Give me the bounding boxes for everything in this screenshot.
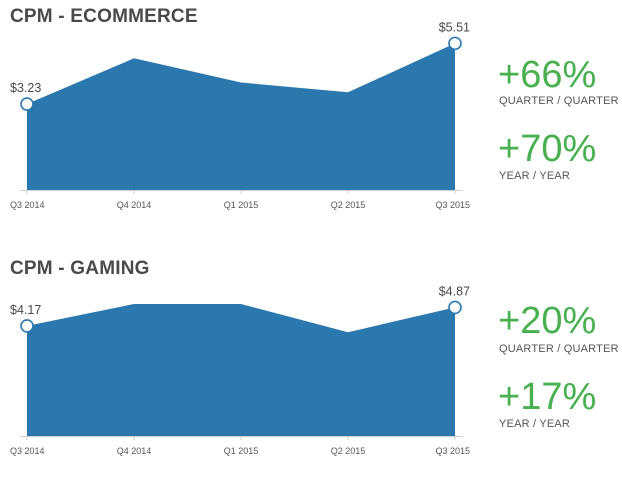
data-label: $3.23 [10,81,41,95]
chart-panel-gaming: CPM - GAMING Q3 2014 Q4 2014 Q1 2015 Q2 201… [0,252,622,491]
quarter-change-caption: QUARTER / QUARTER [499,343,619,355]
x-tick-label: Q3 2014 [10,446,45,456]
data-label: $4.17 [10,303,41,317]
data-point-marker [448,36,462,51]
data-point-marker [20,319,34,333]
chart-title: CPM - ECOMMERCE [10,6,198,27]
year-change-value: +17% [498,376,597,418]
area-chart-gaming: Q3 2014 Q4 2014 Q1 2015 Q2 2015 Q3 2015 $4.17… [10,284,470,456]
x-tick-label: Q4 2014 [117,200,152,210]
x-tick-label: Q3 2015 [435,446,470,456]
data-label: $4.87 [439,284,470,298]
area-chart-ecommerce: Q3 2014 Q4 2014 Q1 2015 Q2 2015 Q3 2015 $3.23… [10,20,470,210]
quarter-change-value: +66% [498,54,597,96]
data-point-marker [448,300,462,315]
chart-title: CPM - GAMING [10,258,150,279]
x-tick-label: Q2 2015 [331,446,366,456]
x-tick-label: Q1 2015 [224,446,259,456]
x-tick-label: Q1 2015 [224,200,259,210]
x-tick-label: Q2 2015 [331,200,366,210]
year-change-caption: YEAR / YEAR [499,170,571,182]
x-tick-label: Q4 2014 [117,446,152,456]
data-label: $5.51 [439,20,470,34]
quarter-change-value: +20% [498,300,597,342]
chart-panel-ecommerce: CPM - ECOMMERCE Q3 2014 Q4 2014 Q1 2015 Q2 … [0,0,622,239]
x-tick-label: Q3 2015 [435,200,470,210]
data-point-marker [20,97,34,111]
quarter-change-caption: QUARTER / QUARTER [499,95,619,107]
area-series [27,43,455,191]
year-change-value: +70% [498,128,597,170]
x-tick-label: Q3 2014 [10,200,45,210]
area-series [27,304,455,436]
year-change-caption: YEAR / YEAR [499,418,571,430]
